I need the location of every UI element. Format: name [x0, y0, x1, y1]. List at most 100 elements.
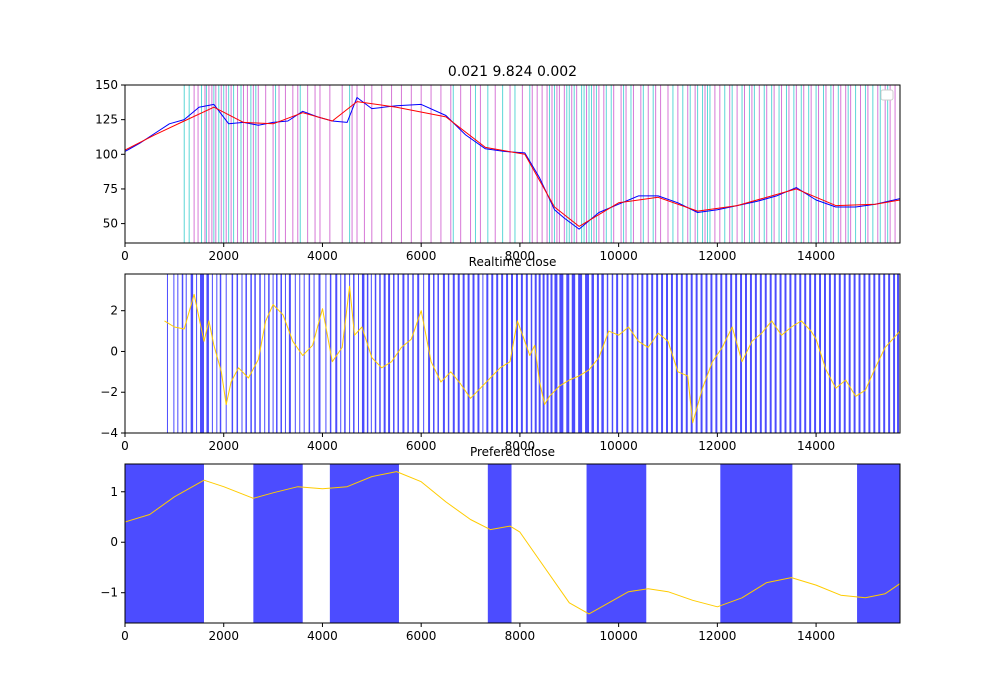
signal-band — [621, 274, 624, 433]
signal-band — [769, 274, 772, 433]
signal-band — [173, 274, 175, 433]
signal-band — [809, 274, 812, 433]
signal-band — [804, 274, 807, 433]
signal-band — [591, 274, 594, 433]
y-tick-label: −1 — [100, 586, 118, 600]
signal-band — [477, 274, 480, 433]
subplot-title: Realtime close — [469, 255, 557, 269]
signal-band — [423, 274, 425, 433]
x-tick-label: 6000 — [406, 439, 437, 453]
x-tick-label: 14000 — [797, 439, 835, 453]
x-tick-label: 0 — [121, 439, 129, 453]
signal-band — [501, 274, 504, 433]
signal-band — [656, 274, 659, 433]
signal-band — [897, 274, 900, 433]
signal-band — [759, 274, 762, 433]
signal-band — [646, 274, 649, 433]
x-tick-label: 4000 — [307, 439, 338, 453]
signal-band — [276, 274, 278, 433]
signal-band — [254, 274, 256, 433]
signal-band — [241, 274, 243, 433]
signal-band — [472, 274, 475, 433]
signal-band — [437, 274, 439, 433]
signal-band — [680, 274, 683, 433]
signal-band — [407, 274, 409, 433]
signal-band — [789, 274, 792, 433]
x-tick-label: 10000 — [600, 439, 638, 453]
signal-band — [268, 274, 270, 433]
signal-band — [313, 274, 315, 433]
signal-band — [225, 274, 227, 433]
signal-band — [764, 274, 767, 433]
signal-band — [467, 274, 470, 433]
signal-band — [288, 274, 291, 433]
signal-band — [525, 274, 528, 433]
x-tick-label: 0 — [121, 249, 129, 263]
signal-band — [457, 274, 460, 433]
signal-band — [259, 274, 261, 433]
signal-band — [335, 274, 338, 433]
x-tick-label: 8000 — [505, 629, 536, 643]
signal-band — [578, 274, 583, 433]
y-tick-label: 125 — [95, 113, 118, 127]
signal-band — [586, 464, 647, 623]
signal-band — [325, 274, 327, 433]
signal-band — [486, 274, 489, 433]
x-tick-label: 12000 — [698, 439, 736, 453]
signal-band — [393, 274, 395, 433]
series-line-1 — [125, 97, 900, 230]
signal-band — [294, 274, 296, 433]
signal-band — [651, 274, 654, 433]
signal-band — [370, 274, 372, 433]
signal-band — [675, 274, 678, 433]
chart-panel-2: 0 2000 4000 6000 8000 10000 12000 14000 −4 −2 0 2 Re… — [100, 255, 901, 453]
signal-band — [299, 274, 301, 433]
legend-box — [880, 89, 894, 101]
signal-band — [280, 274, 282, 433]
signal-band — [730, 274, 733, 433]
subplot-title: Prefered close — [470, 445, 555, 459]
signal-band — [253, 464, 303, 623]
signal-band — [735, 274, 738, 433]
signal-band — [412, 274, 414, 433]
chart-panel-3: 0 2000 4000 6000 8000 10000 12000 14000 −1 0 1 Pref… — [100, 445, 901, 643]
signal-band — [550, 274, 553, 433]
signal-band — [344, 274, 346, 433]
signal-band — [616, 274, 619, 433]
signal-band — [611, 274, 614, 433]
panel-frame — [124, 84, 901, 244]
signal-band — [190, 274, 194, 433]
y-tick-label: 75 — [103, 182, 118, 196]
signal-band — [402, 274, 405, 433]
signal-band — [542, 274, 545, 433]
x-tick-label: 6000 — [406, 629, 437, 643]
x-tick-label: 8000 — [505, 439, 536, 453]
signal-band — [754, 274, 757, 433]
signal-band — [715, 274, 718, 433]
signal-band — [219, 274, 222, 433]
x-tick-label: 2000 — [208, 249, 239, 263]
signal-band — [819, 274, 822, 433]
signal-band — [374, 274, 377, 433]
signal-band — [388, 274, 391, 433]
signal-band — [838, 274, 841, 433]
signal-band — [272, 274, 274, 433]
signal-band — [177, 274, 179, 433]
signal-band — [366, 274, 369, 433]
signal-band — [206, 274, 209, 433]
signal-band — [211, 274, 213, 433]
signal-band — [566, 274, 570, 433]
signal-band — [606, 274, 609, 433]
signal-band — [720, 464, 793, 623]
series-line-1 — [125, 471, 900, 615]
x-tick-label: 2000 — [208, 439, 239, 453]
signal-band — [853, 274, 856, 433]
signal-band — [863, 274, 866, 433]
signal-band — [868, 274, 871, 433]
y-tick-label: 100 — [95, 147, 118, 161]
signal-band — [828, 274, 831, 433]
signal-band — [690, 274, 693, 433]
signal-band — [700, 274, 703, 433]
signal-band — [515, 274, 518, 433]
